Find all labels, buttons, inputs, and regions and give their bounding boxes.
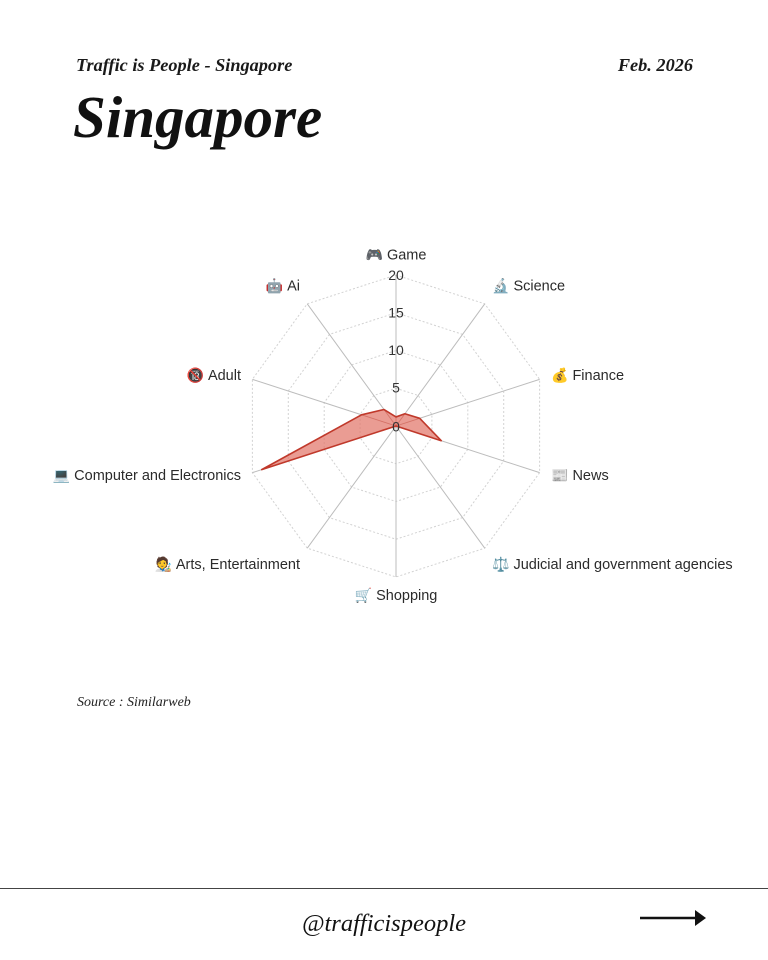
svg-text:20: 20 <box>388 267 404 283</box>
svg-text:5: 5 <box>392 380 400 396</box>
svg-text:10: 10 <box>388 342 404 358</box>
svg-text:15: 15 <box>388 305 404 321</box>
svg-text:0: 0 <box>392 419 400 435</box>
